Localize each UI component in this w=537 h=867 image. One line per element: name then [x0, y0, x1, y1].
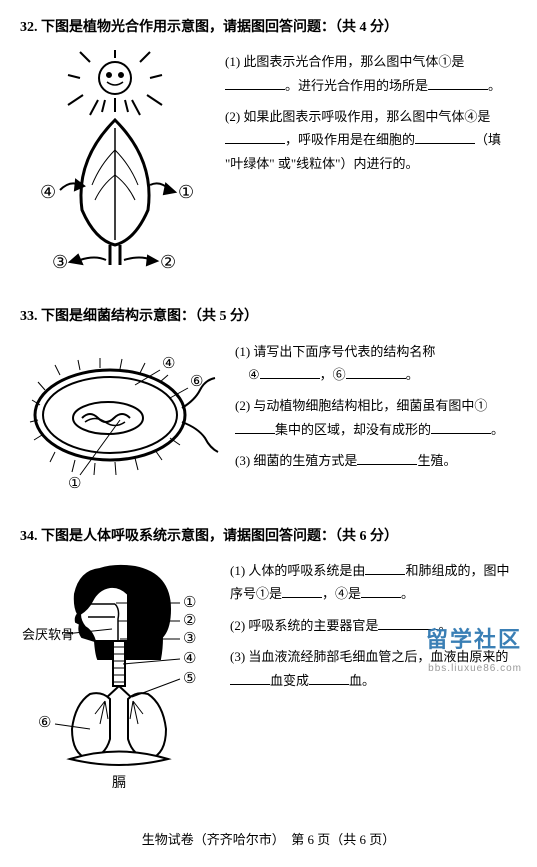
blank[interactable] — [365, 561, 405, 575]
question-32: 32. 下图是植物光合作用示意图，请据图回答问题：（共 4 分） — [20, 15, 517, 279]
respiratory-diagram: 会厌软骨 ① ② ③ ④ ⑤ ⑥ 膈 — [20, 559, 215, 794]
q34-body: 会厌软骨 ① ② ③ ④ ⑤ ⑥ 膈 (1) 人体的呼吸系统是由和肺组成的，图中… — [20, 559, 517, 803]
q34-diagram: 会厌软骨 ① ② ③ ④ ⑤ ⑥ 膈 — [20, 559, 215, 803]
label-1: ① — [178, 182, 194, 202]
blank[interactable] — [309, 671, 349, 685]
label-6: ⑥ — [38, 715, 51, 731]
blank[interactable] — [230, 671, 270, 685]
q32-body: ④ ① ③ ② (1) 此图表示光合作用，那么图中气体①是。进行光合作用的场所是… — [20, 50, 517, 279]
blank[interactable] — [428, 76, 488, 90]
q33-item-2: (2) 与动植物细胞结构相比，细菌虽有图中①集中的区域，却没有成形的。 — [235, 394, 517, 441]
q33-body: ④ ⑥ ① (1) 请写出下面序号代表的结构名称 ④，⑥。 (2) 与动植物细胞… — [20, 340, 517, 499]
blank[interactable] — [357, 451, 417, 465]
q33-diagram: ④ ⑥ ① — [20, 340, 220, 499]
watermark-logo: 留学社区 — [426, 620, 522, 660]
q33-item-1: (1) 请写出下面序号代表的结构名称 ④，⑥。 — [235, 340, 517, 387]
question-33: 33. 下图是细菌结构示意图：（共 5 分） — [20, 304, 517, 498]
q34-title: 34. 下图是人体呼吸系统示意图，请据图回答问题：（共 6 分） — [20, 524, 517, 549]
q33-text: (1) 请写出下面序号代表的结构名称 ④，⑥。 (2) 与动植物细胞结构相比，细… — [235, 340, 517, 481]
photosynthesis-diagram: ④ ① ③ ② — [20, 50, 210, 270]
label-r5: ⑤ — [183, 671, 196, 687]
label-4: ④ — [162, 356, 175, 372]
blank[interactable] — [431, 420, 491, 434]
blank[interactable] — [361, 584, 401, 598]
q32-text: (1) 此图表示光合作用，那么图中气体①是。进行光合作用的场所是。 (2) 如果… — [225, 50, 517, 183]
label-6: ⑥ — [190, 374, 203, 390]
label-diaphragm: 膈 — [112, 776, 126, 791]
q32-diagram: ④ ① ③ ② — [20, 50, 210, 279]
label-3: ③ — [52, 252, 68, 270]
q32-item-2: (2) 如果此图表示呼吸作用，那么图中气体④是，呼吸作用是在细胞的（填 "叶绿体… — [225, 105, 517, 175]
blank[interactable] — [225, 130, 285, 144]
label-2: ② — [160, 252, 176, 270]
label-r2: ② — [183, 613, 196, 629]
watermark: 留学社区 bbs.liuxue86.com — [426, 620, 522, 678]
blank[interactable] — [225, 76, 285, 90]
bacteria-diagram: ④ ⑥ ① — [20, 340, 220, 490]
q33-item-3: (3) 细菌的生殖方式是生殖。 — [235, 449, 517, 472]
blank[interactable] — [346, 365, 406, 379]
watermark-url: bbs.liuxue86.com — [426, 660, 522, 678]
blank[interactable] — [282, 584, 322, 598]
label-4: ④ — [40, 182, 56, 202]
q32-item-1: (1) 此图表示光合作用，那么图中气体①是。进行光合作用的场所是。 — [225, 50, 517, 97]
q33-title: 33. 下图是细菌结构示意图：（共 5 分） — [20, 304, 517, 329]
label-r4: ④ — [183, 651, 196, 667]
blank[interactable] — [260, 365, 320, 379]
blank[interactable] — [415, 130, 475, 144]
q34-item-1: (1) 人体的呼吸系统是由和肺组成的，图中序号①是，④是。 — [230, 559, 517, 606]
q32-title: 32. 下图是植物光合作用示意图，请据图回答问题：（共 4 分） — [20, 15, 517, 40]
blank[interactable] — [235, 420, 275, 434]
label-r1: ① — [183, 595, 196, 611]
label-1: ① — [68, 476, 81, 490]
page-footer: 生物试卷（齐齐哈尔市） 第 6 页（共 6 页） — [20, 828, 517, 851]
label-r3: ③ — [183, 631, 196, 647]
label-epiglottis: 会厌软骨 — [22, 627, 74, 642]
